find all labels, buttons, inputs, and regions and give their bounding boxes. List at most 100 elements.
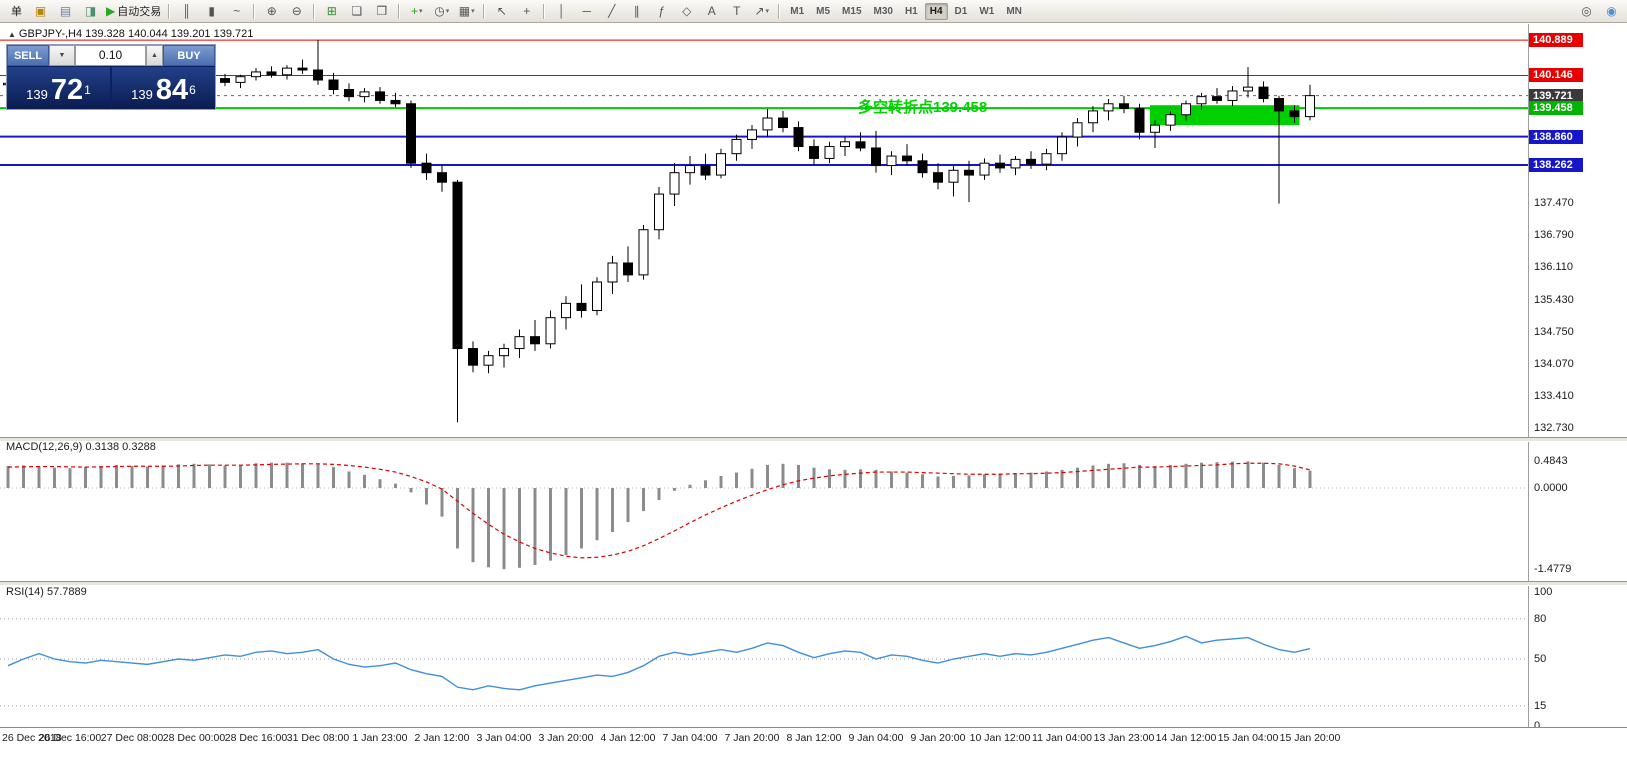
candle-body [1212,96,1222,101]
time-axis[interactable]: 26 Dec 2018 26 Dec 16:00 27 Dec 08:00 28 De… [0,727,1627,768]
periods-button[interactable]: ◷ ▾ [430,2,453,21]
timeframe-H4[interactable]: H4 [924,2,948,20]
new-window-icon[interactable]: ❏ [345,2,368,21]
bid-price-big: 72 [50,74,84,106]
candle-body [948,169,959,183]
fibonacci-icon[interactable]: ƒ [650,2,673,21]
rsi-scale-label: 80 [1534,612,1547,625]
time-tick: 15 Jan 04:00 [1217,732,1279,744]
macd-scale-label: 0.0000 [1534,482,1568,494]
time-tick: 15 Jan 20:00 [1279,732,1341,744]
price-line-label: 139.458 [1529,101,1583,116]
timeframe-MN[interactable]: MN [1006,5,1022,17]
vertical-line-icon: │ [557,4,566,18]
timeframe-M15[interactable]: M15 [842,5,862,17]
price-tick: 134.070 [1534,358,1574,371]
vertical-line-icon[interactable]: │ [550,2,573,21]
candle-body [902,155,912,162]
bid-price-small: 139 [26,87,48,102]
candle-body [809,146,819,159]
candle-body [266,71,277,76]
profiles-icon[interactable]: ▤ [54,2,77,21]
time-tick: 14 Jan 12:00 [1155,732,1217,744]
search-icon[interactable]: ◎ [1581,4,1592,18]
macd-histogram [6,461,1312,570]
arrows-button[interactable]: ↗ ▾ [750,2,773,21]
timeframe-M1[interactable]: M1 [790,5,805,17]
timeframe-M5[interactable]: M5 [816,5,831,17]
timeframe-D1[interactable]: D1 [954,5,968,17]
tile-windows-icon[interactable]: ❐ [370,2,393,21]
candle-body [1181,103,1191,116]
timeframe-M30[interactable]: M30 [873,5,893,17]
collapse-arrow-icon[interactable]: ▲ [8,30,16,39]
zoom-out-icon[interactable]: ⊖ [285,2,308,21]
candle-body [1088,110,1098,124]
candle-body [592,281,602,312]
candle-body [514,336,525,350]
time-tick: 7 Jan 04:00 [662,732,718,744]
grid-icon[interactable]: ⊞ [320,2,343,21]
candle-body [576,302,587,312]
channel-icon[interactable]: ∥ [625,2,648,21]
label-icon: T [733,4,741,18]
price-line-label: 138.262 [1529,157,1583,172]
cursor-icon[interactable]: ↖ [490,2,513,21]
sell-button[interactable]: SELL [7,45,49,66]
time-tick: 11 Jan 04:00 [1032,732,1092,744]
volume-up-button[interactable]: ▲ [146,45,163,66]
candlestick-icon[interactable]: ▮ [200,2,223,21]
price-tick: 136.110 [1534,261,1573,274]
buy-button[interactable]: BUY [163,45,215,66]
data-window-icon[interactable]: ◨ [79,2,102,21]
channel-icon: ∥ [633,4,640,18]
horizontal-line-icon[interactable]: ─ [575,2,598,21]
chevron-down-icon: ▾ [765,8,770,15]
candle-body [235,76,246,83]
volume-input[interactable]: 0.10 [75,45,146,66]
rsi-scale-label: 15 [1534,699,1547,712]
panel-separator[interactable] [0,581,1627,586]
candle-body [251,71,261,78]
price-tick: 133.410 [1534,389,1574,402]
line-chart-icon[interactable]: ~ [225,2,248,21]
candle-body [793,127,804,148]
price-line-label: 140.146 [1529,68,1583,83]
bid-price-display[interactable]: 139 72 1 [7,67,110,109]
shapes-icon[interactable]: ◇ [675,2,698,21]
ask-price-display[interactable]: 139 84 6 [112,67,215,109]
price-tick: 132.730 [1534,421,1574,434]
candle-body [669,172,680,195]
candle-body [840,141,850,148]
fibonacci-icon: ƒ [658,4,666,18]
label-icon[interactable]: T [725,2,748,21]
indicators-icon: + [410,4,418,18]
panel-separator[interactable] [0,437,1627,442]
templates-button[interactable]: ▦ ▾ [455,2,478,21]
rsi-line [7,635,1311,691]
text-icon[interactable]: A [700,2,723,21]
ask-price-big: 84 [155,74,189,106]
crosshair-icon[interactable]: + [515,2,538,21]
bar-chart-icon[interactable]: ║ [175,2,198,21]
chevron-down-icon: ▾ [445,8,450,15]
time-tick: 26 Dec 16:00 [38,732,102,744]
zoom-in-icon[interactable]: ⊕ [260,2,283,21]
autotrading-button[interactable]: ▶ 自动交易 [106,4,162,18]
timeframe-H1[interactable]: H1 [904,5,918,17]
candle-body [1119,103,1129,110]
candle-body [933,172,943,183]
candle-body [1165,114,1176,126]
candle-body [685,165,695,174]
price-scale[interactable]: 137.470 136.790 136.110 135.430 134.750 134.0… [1528,24,1627,732]
volume-down-button[interactable]: ▼ [49,45,75,66]
indicators-button[interactable]: + ▾ [405,2,428,21]
price-line-label: 140.889 [1529,33,1583,48]
new-order-button[interactable]: 单 [11,6,22,18]
timeframe-W1[interactable]: W1 [979,5,995,17]
trendline-icon[interactable]: ╱ [600,2,623,21]
community-icon[interactable]: ◉ [1606,4,1617,18]
text-icon: A [707,4,716,18]
new-chart-icon[interactable]: ▣ [29,2,52,21]
